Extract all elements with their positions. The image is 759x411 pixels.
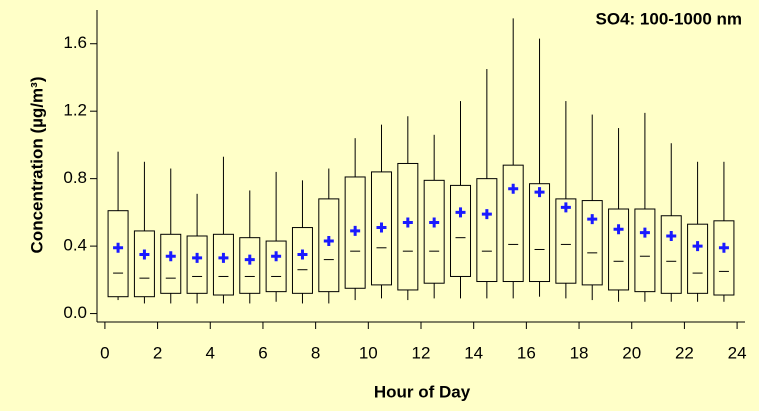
x-tick-label: 18 bbox=[570, 343, 589, 362]
mean-marker bbox=[639, 227, 650, 238]
x-tick-label: 12 bbox=[412, 343, 431, 362]
box bbox=[687, 223, 709, 294]
mean-marker bbox=[508, 183, 519, 194]
box bbox=[344, 176, 366, 289]
mean-marker bbox=[718, 242, 729, 253]
mean-marker bbox=[560, 202, 571, 213]
x-tick-label: 4 bbox=[206, 343, 215, 362]
y-tick-label: 1.2 bbox=[63, 101, 87, 120]
y-tick-label: 1.6 bbox=[63, 33, 87, 52]
y-tick-label: 0.8 bbox=[63, 168, 87, 187]
mean-marker bbox=[350, 225, 361, 236]
mean-marker bbox=[613, 224, 624, 235]
mean-marker bbox=[666, 230, 677, 241]
annotation: SO4: 100-1000 nm bbox=[596, 9, 742, 28]
box bbox=[318, 198, 340, 293]
mean-marker bbox=[139, 249, 150, 260]
mean-marker bbox=[165, 251, 176, 262]
box bbox=[212, 233, 234, 296]
x-tick-label: 8 bbox=[311, 343, 320, 362]
box bbox=[133, 230, 155, 298]
box bbox=[660, 215, 682, 294]
box bbox=[186, 235, 208, 294]
x-axis-label: Hour of Day bbox=[374, 382, 471, 401]
box bbox=[529, 183, 551, 283]
mean-marker bbox=[271, 251, 282, 262]
x-tick-label: 10 bbox=[359, 343, 378, 362]
mean-marker bbox=[587, 214, 598, 225]
x-tick-label: 20 bbox=[622, 343, 641, 362]
x-tick-label: 22 bbox=[675, 343, 694, 362]
mean-marker bbox=[218, 252, 229, 263]
x-tick-label: 14 bbox=[464, 343, 483, 362]
box bbox=[713, 220, 735, 296]
box bbox=[239, 237, 261, 294]
mean-marker bbox=[244, 254, 255, 265]
x-tick-label: 6 bbox=[258, 343, 267, 362]
box bbox=[265, 240, 287, 293]
box bbox=[370, 171, 392, 286]
mean-marker bbox=[402, 217, 413, 228]
box bbox=[555, 198, 577, 284]
mean-marker bbox=[113, 242, 124, 253]
mean-marker bbox=[323, 236, 334, 247]
box bbox=[502, 164, 524, 283]
box bbox=[476, 178, 498, 283]
y-tick-label: 0.0 bbox=[63, 303, 87, 322]
x-tick-label: 24 bbox=[728, 343, 747, 362]
mean-marker bbox=[429, 217, 440, 228]
box bbox=[634, 208, 656, 293]
box bbox=[581, 200, 603, 286]
mean-marker bbox=[455, 207, 466, 218]
mean-marker bbox=[481, 209, 492, 220]
box bbox=[450, 184, 472, 277]
box bbox=[291, 227, 313, 294]
x-tick-label: 2 bbox=[153, 343, 162, 362]
mean-marker bbox=[692, 241, 703, 252]
mean-marker bbox=[297, 249, 308, 260]
x-tick-label: 0 bbox=[100, 343, 109, 362]
x-tick-label: 16 bbox=[517, 343, 536, 362]
box bbox=[397, 162, 419, 291]
y-axis-label: Concentration (µg/m³) bbox=[27, 77, 46, 254]
box bbox=[608, 208, 630, 291]
mean-marker bbox=[534, 187, 545, 198]
y-tick-label: 0.4 bbox=[63, 236, 87, 255]
box bbox=[160, 233, 182, 294]
box bbox=[423, 179, 445, 284]
mean-marker bbox=[376, 222, 387, 233]
box bbox=[107, 210, 129, 298]
mean-marker bbox=[192, 252, 203, 263]
